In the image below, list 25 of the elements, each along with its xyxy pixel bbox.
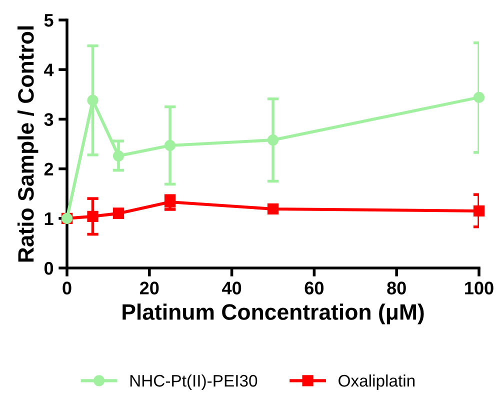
- y-tick-label: 5: [44, 14, 54, 27]
- y-tick-label: 3: [44, 113, 54, 126]
- legend-label: Oxaliplatin: [338, 374, 415, 390]
- x-tick-label: 0: [62, 282, 72, 294]
- x-axis-title: Platinum Concentration (μM): [122, 304, 424, 324]
- x-tick-label: 80: [387, 282, 406, 294]
- x-tick-label: 100: [465, 282, 494, 294]
- point: [112, 150, 124, 162]
- x-tick-label: 40: [222, 282, 242, 294]
- point: [267, 134, 279, 146]
- y-axis-title: Ratio Sample / Control: [17, 26, 38, 262]
- point: [473, 205, 485, 217]
- y-tick-label: 4: [44, 64, 54, 76]
- point: [473, 92, 485, 103]
- legend-label: NHC-Pt(II)-PEI30: [130, 374, 258, 390]
- x-tick-label: 20: [140, 282, 159, 294]
- y-tick-label: 1: [44, 212, 54, 225]
- y-tick-label: 0: [44, 262, 54, 275]
- point: [164, 140, 176, 152]
- point: [87, 94, 98, 106]
- y-tick-label: 2: [44, 162, 54, 176]
- x-tick-label: 60: [304, 282, 324, 294]
- point: [267, 203, 279, 215]
- point: [87, 210, 98, 222]
- point: [164, 196, 176, 208]
